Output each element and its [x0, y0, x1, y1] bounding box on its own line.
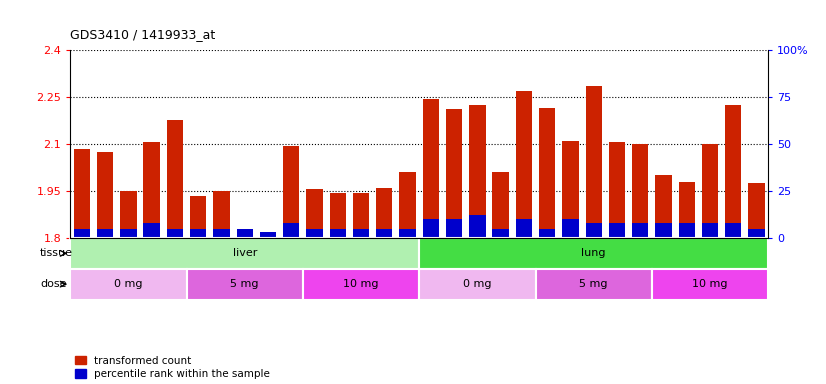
Bar — [376, 188, 392, 238]
Bar — [167, 228, 183, 238]
Bar — [420, 238, 768, 269]
Bar — [492, 228, 509, 238]
Bar — [306, 228, 323, 238]
Bar — [70, 238, 420, 269]
Bar — [330, 228, 346, 238]
Bar — [725, 105, 742, 238]
Bar — [283, 146, 299, 238]
Bar — [515, 219, 532, 238]
Bar — [97, 228, 113, 238]
Text: 5 mg: 5 mg — [230, 279, 259, 289]
Bar — [492, 172, 509, 238]
Bar — [609, 223, 625, 238]
Bar — [469, 215, 486, 238]
Bar — [725, 223, 742, 238]
Bar — [190, 228, 206, 238]
Bar — [400, 172, 415, 238]
Bar — [260, 232, 276, 238]
Text: lung: lung — [582, 248, 606, 258]
Text: 10 mg: 10 mg — [692, 279, 728, 289]
Bar — [167, 121, 183, 238]
Bar — [632, 144, 648, 238]
Bar — [748, 183, 765, 238]
Bar — [330, 192, 346, 238]
Bar — [236, 228, 253, 238]
Bar — [121, 228, 136, 238]
Bar — [97, 152, 113, 238]
Bar — [446, 109, 463, 238]
Bar — [655, 223, 672, 238]
Bar — [609, 142, 625, 238]
Text: 0 mg: 0 mg — [114, 279, 143, 289]
Bar — [563, 141, 578, 238]
Bar — [539, 228, 555, 238]
Bar — [74, 228, 90, 238]
Bar — [446, 219, 463, 238]
Bar — [236, 230, 253, 238]
Bar — [539, 108, 555, 238]
Bar — [306, 189, 323, 238]
Bar — [702, 144, 718, 238]
Bar — [353, 228, 369, 238]
Bar — [144, 223, 159, 238]
Bar — [121, 191, 136, 238]
Bar — [679, 182, 695, 238]
Bar — [190, 196, 206, 238]
Bar — [74, 149, 90, 238]
Bar — [260, 233, 276, 238]
Bar — [679, 223, 695, 238]
Text: 10 mg: 10 mg — [344, 279, 379, 289]
Text: liver: liver — [232, 248, 257, 258]
Bar — [213, 228, 230, 238]
Legend: transformed count, percentile rank within the sample: transformed count, percentile rank withi… — [75, 356, 270, 379]
Text: GDS3410 / 1419933_at: GDS3410 / 1419933_at — [70, 28, 216, 41]
Bar — [420, 269, 535, 300]
Text: dose: dose — [40, 279, 66, 289]
Bar — [283, 223, 299, 238]
Bar — [469, 105, 486, 238]
Bar — [652, 269, 768, 300]
Bar — [187, 269, 303, 300]
Bar — [423, 99, 439, 238]
Bar — [515, 91, 532, 238]
Bar — [655, 175, 672, 238]
Bar — [748, 228, 765, 238]
Bar — [303, 269, 420, 300]
Bar — [586, 86, 602, 238]
Bar — [535, 269, 652, 300]
Bar — [632, 223, 648, 238]
Bar — [213, 191, 230, 238]
Bar — [144, 142, 159, 238]
Bar — [702, 223, 718, 238]
Bar — [353, 192, 369, 238]
Bar — [376, 228, 392, 238]
Text: 5 mg: 5 mg — [579, 279, 608, 289]
Bar — [563, 219, 578, 238]
Bar — [70, 269, 187, 300]
Text: 0 mg: 0 mg — [463, 279, 491, 289]
Text: tissue: tissue — [40, 248, 73, 258]
Bar — [400, 228, 415, 238]
Bar — [586, 223, 602, 238]
Bar — [423, 219, 439, 238]
